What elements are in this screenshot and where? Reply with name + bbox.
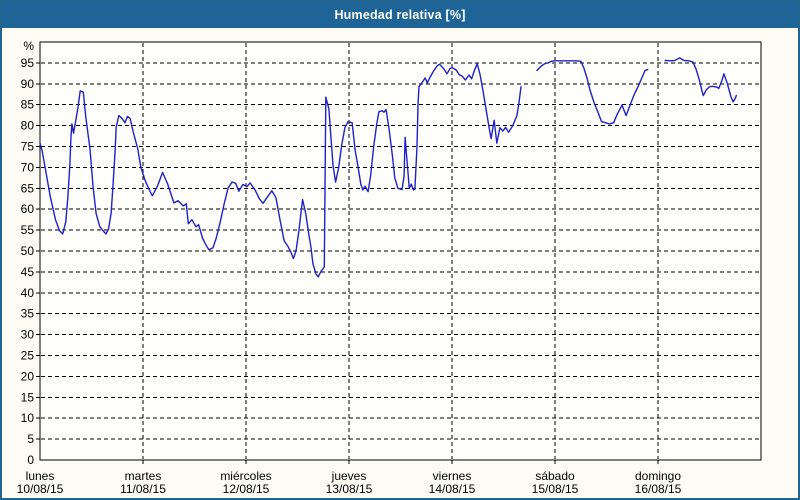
svg-text:10: 10	[21, 411, 35, 425]
svg-text:35: 35	[21, 307, 35, 321]
title-bar: Humedad relativa [%]	[2, 2, 798, 28]
svg-text:lunes: lunes	[26, 469, 55, 483]
svg-text:75: 75	[21, 140, 35, 154]
svg-text:15/08/15: 15/08/15	[532, 482, 579, 496]
svg-text:5: 5	[27, 432, 34, 446]
y-axis: 0 5 10 15 20 25 30 35 40 45 50 55 60 65 70 75 80 85 90 95%	[21, 39, 760, 467]
svg-text:65: 65	[21, 181, 35, 195]
svg-text:70: 70	[21, 160, 35, 174]
svg-text:60: 60	[21, 202, 35, 216]
svg-text:viernes: viernes	[433, 469, 472, 483]
svg-text:sábado: sábado	[535, 469, 575, 483]
svg-text:90: 90	[21, 77, 35, 91]
svg-text:miércoles: miércoles	[220, 469, 271, 483]
svg-text:15: 15	[21, 390, 35, 404]
svg-text:14/08/15: 14/08/15	[429, 482, 476, 496]
svg-text:40: 40	[21, 286, 35, 300]
svg-text:30: 30	[21, 328, 35, 342]
svg-text:10/08/15: 10/08/15	[17, 482, 64, 496]
svg-text:domingo: domingo	[635, 469, 681, 483]
chart-area: 0 5 10 15 20 25 30 35 40 45 50 55 60 65 70 75 80 85 90 95% l…	[2, 28, 798, 498]
svg-text:85: 85	[21, 98, 35, 112]
svg-text:12/08/15: 12/08/15	[223, 482, 270, 496]
svg-text:16/08/15: 16/08/15	[635, 482, 682, 496]
svg-text:11/08/15: 11/08/15	[120, 482, 166, 496]
svg-text:0: 0	[27, 453, 34, 467]
svg-text:50: 50	[21, 244, 35, 258]
svg-text:80: 80	[21, 119, 35, 133]
svg-text:25: 25	[21, 349, 35, 363]
humidity-line-chart: 05101520253035404550556065707580859095%l…	[17, 39, 762, 496]
window-title: Humedad relativa [%]	[334, 8, 466, 22]
svg-text:95: 95	[21, 56, 35, 70]
svg-text:%: %	[23, 39, 34, 53]
svg-text:13/08/15: 13/08/15	[326, 482, 373, 496]
svg-text:jueves: jueves	[331, 469, 367, 483]
svg-text:55: 55	[21, 223, 35, 237]
svg-text:20: 20	[21, 369, 35, 383]
svg-text:martes: martes	[125, 469, 162, 483]
series-humedad-relativa	[39, 57, 737, 278]
svg-text:45: 45	[21, 265, 35, 279]
